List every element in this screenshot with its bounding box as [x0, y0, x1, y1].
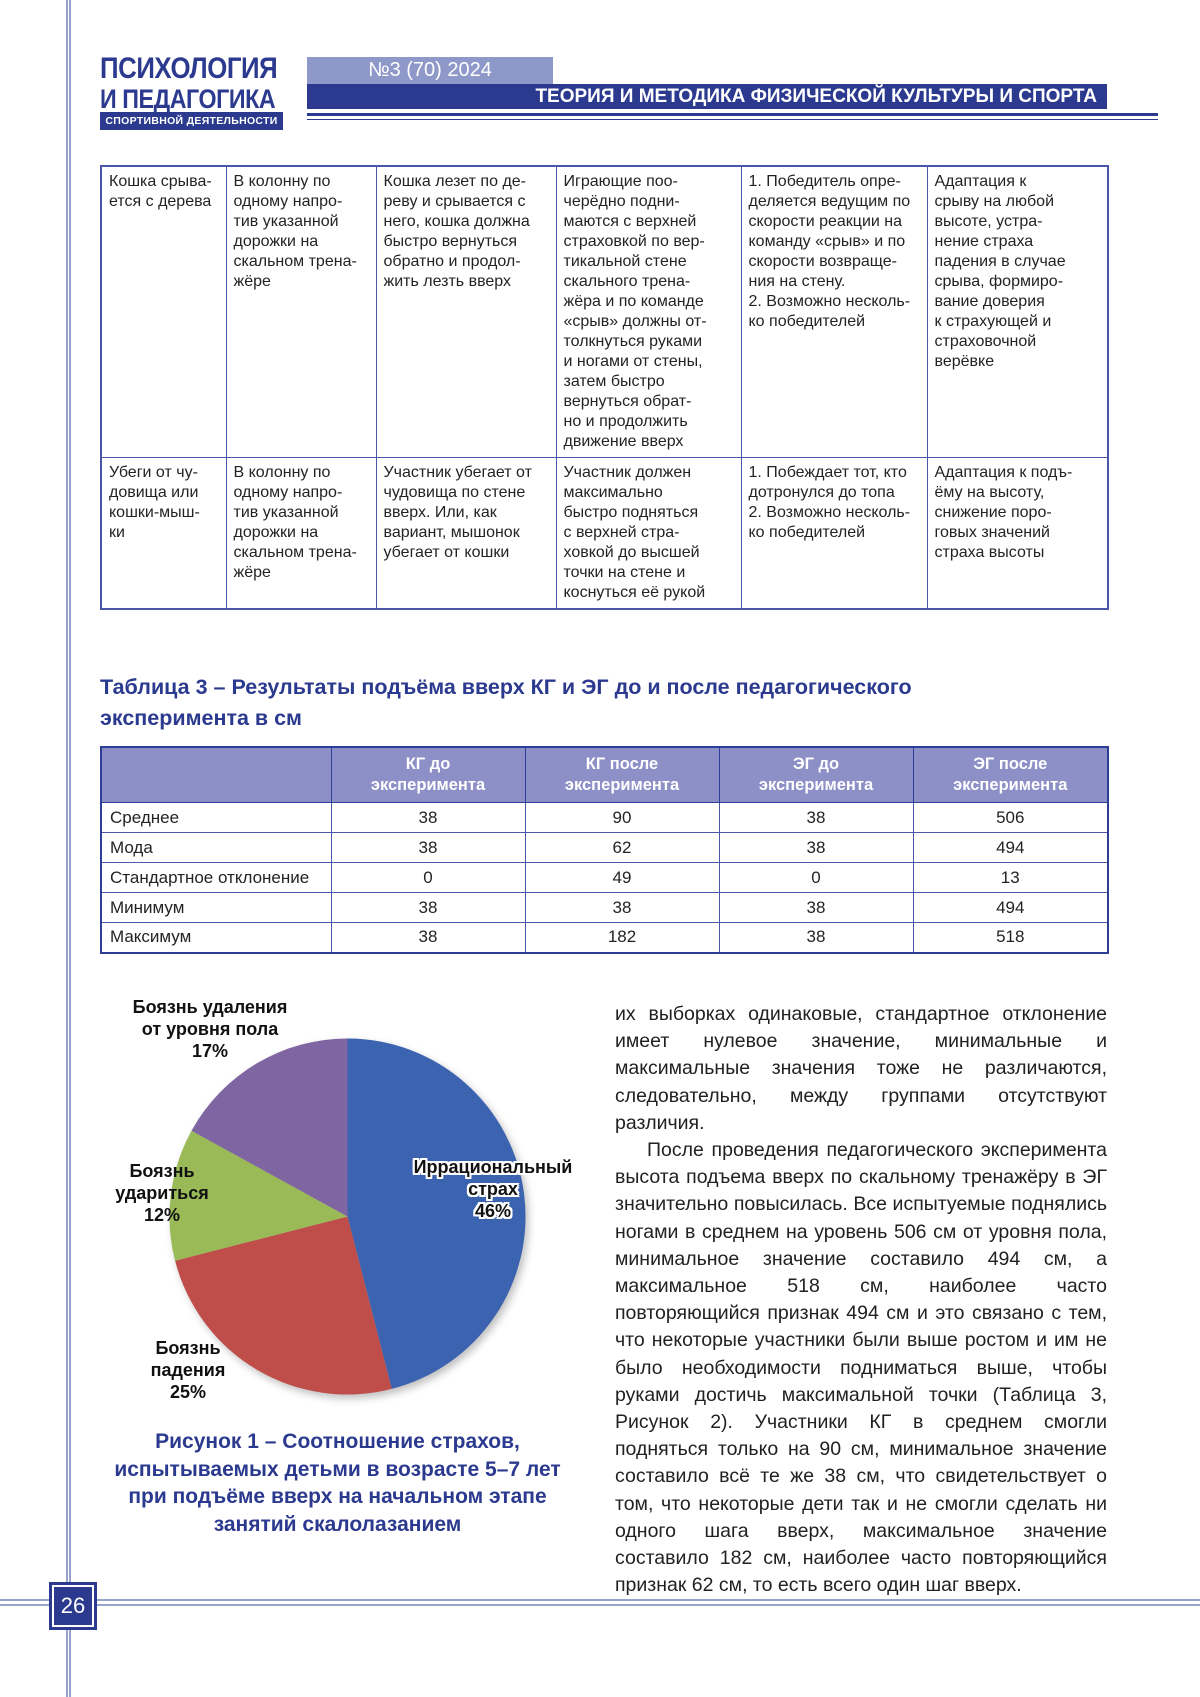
game-plot-cell: Участник убегает от чудовища по стене вв…: [375, 457, 557, 610]
game-rules-cell: Участник должен максимально быстро подня…: [555, 457, 742, 610]
pie-label-fear-of-hitting: Боязнь удариться 12%: [115, 1161, 209, 1225]
pie-chart: Иррациональный страх 46% Боязнь падения …: [95, 990, 572, 1555]
cell-value: 38: [718, 922, 914, 953]
figure-caption: Рисунок 1 – Соотношение страхов, испытыв…: [114, 1430, 561, 1536]
cell-value: 38: [330, 802, 526, 833]
column-header-eg-after: ЭГ после эксперимента: [912, 746, 1109, 803]
cell-value: 38: [718, 892, 914, 923]
cell-value: 182: [524, 922, 720, 953]
section-title-bar: ТЕОРИЯ И МЕТОДИКА ФИЗИЧЕСКОЙ КУЛЬТУРЫ И …: [307, 84, 1107, 109]
cell-value: 38: [524, 892, 720, 923]
journal-logo-line1: ПСИХОЛОГИЯ: [100, 52, 278, 85]
cell-value: 38: [718, 802, 914, 833]
cell-value: 518: [912, 922, 1109, 953]
stats-row-mean: Среднее 38 90 38 506: [100, 802, 1109, 833]
body-paragraph-1: их выборках одинаковые, стандартное откл…: [615, 1003, 1107, 1134]
stats-row-stddev: Стандартное отклонение 0 49 0 13: [100, 862, 1109, 893]
cell-value: 90: [524, 802, 720, 833]
row-label: Среднее: [100, 802, 332, 833]
pie-slice-2: [169, 1130, 348, 1261]
body-paragraph-2: После проведения педагогического экспери…: [615, 1139, 1107, 1597]
game-winner-cell: 1. Побеждает тот, кто дотронулся до топа…: [740, 457, 928, 610]
cell-value: 494: [912, 892, 1109, 923]
journal-logo-tagline: СПОРТИВНОЙ ДЕЯТЕЛЬНОСТИ: [100, 112, 283, 130]
cell-value: 13: [912, 862, 1109, 893]
cell-value: 62: [524, 832, 720, 863]
pie-label-fear-of-distance-from-floor: Боязнь удаления от уровня пола 17%: [132, 997, 288, 1061]
game-formation-cell: В колонну по одному напро- тив указанной…: [225, 457, 377, 610]
row-label: Стандартное отклонение: [100, 862, 332, 893]
column-header-kg-after: КГ после эксперимента: [524, 746, 720, 803]
game-formation-cell: В колонну по одному напро- тив указанной…: [225, 165, 377, 458]
cell-value: 506: [912, 802, 1109, 833]
game-goal-cell: Адаптация к срыву на любой высоте, устра…: [926, 165, 1109, 458]
games-table-row-1: Кошка срыва- ется с дерева В колонну по …: [100, 165, 1109, 458]
stats-table: КГ до эксперимента КГ после эксперимента…: [100, 746, 1109, 954]
row-label: Мода: [100, 832, 332, 863]
row-label: Минимум: [100, 892, 332, 923]
stats-row-mode: Мода 38 62 38 494: [100, 832, 1109, 863]
cell-value: 38: [718, 832, 914, 863]
game-name-cell: Убеги от чу- довища или кошки-мыш- ки: [100, 457, 227, 610]
cell-value: 38: [330, 892, 526, 923]
pie-label-irrational-fear: Иррациональный страх 46%: [413, 1157, 573, 1221]
pie-slice-0: [347, 1038, 526, 1389]
cell-value: 49: [524, 862, 720, 893]
game-goal-cell: Адаптация к подъ- ёму на высоту, снижени…: [926, 457, 1109, 610]
page-frame-vertical-rule: [66, 0, 71, 1697]
row-label: Максимум: [100, 922, 332, 953]
column-header-kg-before: КГ до эксперимента: [330, 746, 526, 803]
page-number: 26: [52, 1585, 94, 1627]
games-table-row-2: Убеги от чу- довища или кошки-мыш- ки В …: [100, 457, 1109, 610]
pie-slice-1: [175, 1216, 392, 1395]
game-name-cell: Кошка срыва- ется с дерева: [100, 165, 227, 458]
games-table: Кошка срыва- ется с дерева В колонну по …: [100, 165, 1109, 610]
stats-corner-cell: [100, 746, 332, 803]
issue-badge: №3 (70) 2024: [307, 57, 553, 84]
stats-row-min: Минимум 38 38 38 494: [100, 892, 1109, 923]
pie-chart-svg: [169, 1038, 526, 1395]
page-frame-bottom-rule: [0, 1599, 1200, 1606]
column-header-eg-before: ЭГ до эксперимента: [718, 746, 914, 803]
table3-title: Таблица 3 – Результаты подъёма вверх КГ …: [100, 675, 912, 730]
cell-value: 38: [330, 832, 526, 863]
stats-header-row: КГ до эксперимента КГ после эксперимента…: [100, 746, 1109, 803]
page-number-badge: 26: [49, 1582, 97, 1630]
body-text-column: их выборках одинаковые, стандартное откл…: [615, 1001, 1107, 1599]
stats-row-max: Максимум 38 182 38 518: [100, 922, 1109, 953]
header-double-rule: [307, 113, 1158, 120]
game-winner-cell: 1. Победитель опре- деляется ведущим по …: [740, 165, 928, 458]
game-plot-cell: Кошка лезет по де- реву и срывается с не…: [375, 165, 557, 458]
game-rules-cell: Играющие поо- черёдно подни- маются с ве…: [555, 165, 742, 458]
journal-logo-line2: И ПЕДАГОГИКА: [100, 84, 276, 114]
pie-label-fear-of-falling: Боязнь падения 25%: [150, 1338, 226, 1402]
cell-value: 0: [330, 862, 526, 893]
cell-value: 38: [330, 922, 526, 953]
cell-value: 0: [718, 862, 914, 893]
cell-value: 494: [912, 832, 1109, 863]
pie-slice-3: [191, 1038, 348, 1217]
